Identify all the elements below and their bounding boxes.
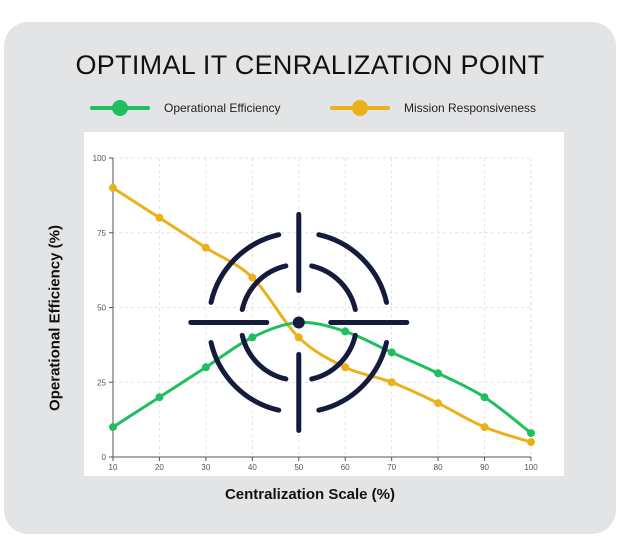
data-point-responsiveness — [248, 273, 257, 282]
target-ring-arc — [316, 232, 390, 305]
x-tick-label: 40 — [248, 463, 257, 472]
legend-swatch-responsiveness — [330, 97, 390, 119]
data-point-efficiency — [527, 429, 535, 438]
x-tick-label: 100 — [524, 463, 538, 472]
x-tick-label: 70 — [387, 463, 396, 472]
data-point-efficiency — [109, 423, 117, 432]
series-line-responsiveness — [111, 186, 533, 444]
x-tick-label: 80 — [434, 463, 443, 472]
target-ring-arc — [239, 332, 289, 382]
target-ring-arc — [309, 263, 358, 313]
data-point-efficiency — [434, 369, 443, 378]
y-tick-label: 50 — [97, 304, 106, 313]
data-point-responsiveness — [434, 399, 443, 408]
y-tick-label: 25 — [97, 378, 106, 387]
data-point-responsiveness — [480, 423, 489, 432]
x-tick-label: 20 — [155, 463, 164, 472]
data-point-efficiency — [480, 393, 489, 402]
data-point-efficiency — [201, 363, 210, 372]
target-ring-arc — [208, 339, 282, 413]
data-point-responsiveness — [387, 378, 396, 387]
y-tick-label: 0 — [102, 453, 107, 462]
data-point-responsiveness — [341, 363, 350, 372]
y-tick-label: 100 — [93, 154, 107, 163]
x-tick-label: 10 — [109, 463, 118, 472]
crosshair-target-icon — [188, 211, 410, 433]
legend-item-responsiveness: Mission Responsiveness — [330, 97, 536, 119]
data-point-efficiency — [155, 393, 164, 402]
x-tick-label: 60 — [341, 463, 350, 472]
plot-area — [84, 132, 564, 476]
y-tick-label: 75 — [97, 229, 106, 238]
series-line-efficiency — [111, 320, 533, 435]
legend-item-efficiency: Operational Efficiency — [90, 97, 281, 119]
data-point-responsiveness — [201, 243, 210, 252]
target-ring-arc — [208, 232, 282, 305]
chart-title: OPTIMAL IT CENRALIZATION POINT — [75, 50, 545, 80]
x-tick-label: 50 — [294, 463, 303, 472]
data-point-efficiency — [387, 348, 396, 357]
target-ring-arc — [309, 332, 358, 382]
data-point-responsiveness — [527, 438, 535, 447]
target-center-dot — [292, 316, 305, 329]
legend-swatch-efficiency — [90, 97, 150, 119]
data-point-responsiveness — [294, 333, 303, 342]
y-axis-label: Operational Efficiency (%) — [46, 225, 64, 411]
legend-label-efficiency: Operational Efficiency — [164, 101, 281, 115]
data-point-efficiency — [248, 333, 257, 342]
x-axis-label: Centralization Scale (%) — [224, 486, 396, 503]
legend-label-responsiveness: Mission Responsiveness — [404, 101, 537, 115]
data-point-responsiveness — [155, 213, 164, 222]
x-tick-label: 30 — [201, 463, 210, 472]
data-point-efficiency — [341, 327, 350, 336]
data-point-responsiveness — [109, 183, 117, 192]
x-tick-label: 90 — [480, 463, 489, 472]
target-ring-arc — [316, 339, 390, 413]
target-ring-arc — [239, 263, 289, 313]
